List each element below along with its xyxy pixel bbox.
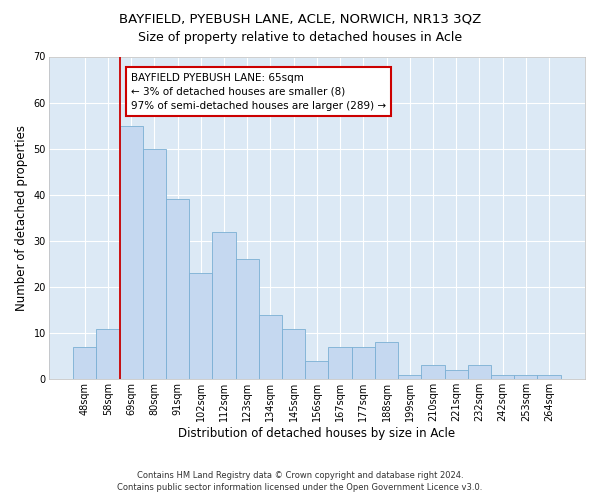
Bar bbox=[514, 374, 538, 380]
Bar bbox=[491, 374, 514, 380]
Y-axis label: Number of detached properties: Number of detached properties bbox=[15, 125, 28, 311]
Bar bbox=[119, 126, 143, 380]
Text: BAYFIELD, PYEBUSH LANE, ACLE, NORWICH, NR13 3QZ: BAYFIELD, PYEBUSH LANE, ACLE, NORWICH, N… bbox=[119, 12, 481, 26]
Bar bbox=[352, 347, 375, 380]
Bar bbox=[97, 328, 119, 380]
Bar bbox=[282, 328, 305, 380]
Bar bbox=[73, 347, 97, 380]
Bar bbox=[305, 361, 328, 380]
Bar bbox=[468, 366, 491, 380]
Bar bbox=[538, 374, 560, 380]
Bar bbox=[189, 273, 212, 380]
Bar bbox=[143, 148, 166, 380]
Bar bbox=[421, 366, 445, 380]
Bar bbox=[236, 260, 259, 380]
Bar bbox=[375, 342, 398, 380]
X-axis label: Distribution of detached houses by size in Acle: Distribution of detached houses by size … bbox=[178, 427, 455, 440]
Bar bbox=[259, 314, 282, 380]
Text: BAYFIELD PYEBUSH LANE: 65sqm
← 3% of detached houses are smaller (8)
97% of semi: BAYFIELD PYEBUSH LANE: 65sqm ← 3% of det… bbox=[131, 72, 386, 110]
Bar bbox=[166, 200, 189, 380]
Bar bbox=[328, 347, 352, 380]
Bar bbox=[398, 374, 421, 380]
Bar bbox=[445, 370, 468, 380]
Text: Size of property relative to detached houses in Acle: Size of property relative to detached ho… bbox=[138, 31, 462, 44]
Text: Contains HM Land Registry data © Crown copyright and database right 2024.
Contai: Contains HM Land Registry data © Crown c… bbox=[118, 471, 482, 492]
Bar bbox=[212, 232, 236, 380]
